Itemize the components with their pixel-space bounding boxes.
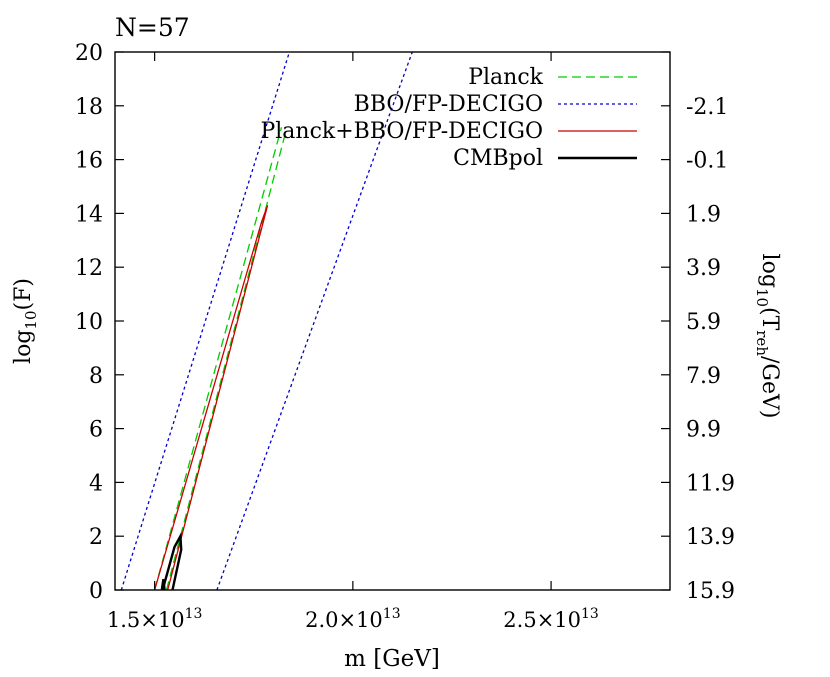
series-cmbpol [160, 531, 183, 590]
y2-tick-label: -2.1 [686, 95, 728, 120]
y-tick-label: 2 [89, 525, 103, 550]
series-line [153, 127, 283, 590]
y-tick-label: 18 [75, 95, 103, 120]
series-line [153, 205, 269, 590]
y2-axis-label: log10(Treh/GeV) [753, 254, 782, 419]
y2-axis-label-sub: 10 [753, 288, 771, 307]
y2-axis: 15.9 13.9 11.9 9.9 7.9 5.9 3.9 1.9 -0.1 -2.1 [686, 95, 735, 604]
series-line [160, 579, 166, 590]
series-layer [120, 52, 413, 590]
y2-tick-label: 7.9 [686, 364, 721, 389]
series-bbo-fp-decigo [120, 52, 413, 590]
y-tick-label: 10 [75, 310, 103, 335]
x-tick-label: 1.5×1013 [107, 606, 203, 632]
series-line [120, 52, 291, 590]
x-tick-label: 2.5×1013 [503, 606, 599, 632]
legend: PlanckBBO/FP-DECIGOPlanck+BBO/FP-DECIGOC… [260, 65, 637, 171]
chart-title: N=57 [115, 13, 190, 42]
y-tick-label: 0 [89, 579, 103, 604]
y-axis-label-tail: (F) [11, 278, 36, 310]
y2-tick-label: 3.9 [686, 256, 721, 281]
legend-label: Planck+BBO/FP-DECIGO [260, 119, 543, 144]
y2-tick-label: 9.9 [686, 418, 721, 443]
y-tick-label: 16 [75, 149, 103, 174]
series-line [165, 132, 287, 590]
y2-tick-label: -0.1 [686, 149, 728, 174]
y2-tick-label: 5.9 [686, 310, 721, 335]
y-axis: 0 2 4 6 8 10 12 14 16 18 20 [75, 41, 670, 604]
y2-axis-label-tail: /GeV) [757, 356, 782, 418]
series-line [216, 52, 413, 590]
x-axis: 1.5×1013 2.0×1013 2.5×1013 [107, 52, 599, 632]
legend-label: Planck [468, 65, 543, 90]
series-planck-bbo-fp-decigo [153, 205, 269, 590]
y-axis-label-main: log [11, 330, 36, 364]
y-axis-label: log10(F) [11, 278, 40, 364]
legend-label: CMBpol [453, 146, 543, 171]
series-line [161, 531, 183, 590]
x-tick-label: 2.0×1013 [305, 606, 401, 632]
y2-tick-label: 13.9 [686, 525, 735, 550]
legend-label: BBO/FP-DECIGO [354, 92, 543, 117]
y2-axis-label-main: log [757, 254, 782, 288]
y2-axis-label-sub2: reh [753, 330, 771, 356]
y-axis-label-sub: 10 [22, 310, 40, 329]
y-tick-label: 6 [89, 418, 103, 443]
y2-tick-label: 15.9 [686, 579, 735, 604]
x-axis-label: m [GeV] [344, 646, 440, 672]
y-tick-label: 14 [75, 202, 103, 227]
y-tick-label: 12 [75, 256, 103, 281]
y2-axis-label-mid: (T [757, 307, 782, 331]
y-tick-label: 8 [89, 364, 103, 389]
y-tick-label: 20 [75, 41, 103, 66]
y-tick-label: 4 [89, 471, 103, 496]
y2-tick-label: 1.9 [686, 202, 721, 227]
y2-tick-label: 11.9 [686, 471, 735, 496]
